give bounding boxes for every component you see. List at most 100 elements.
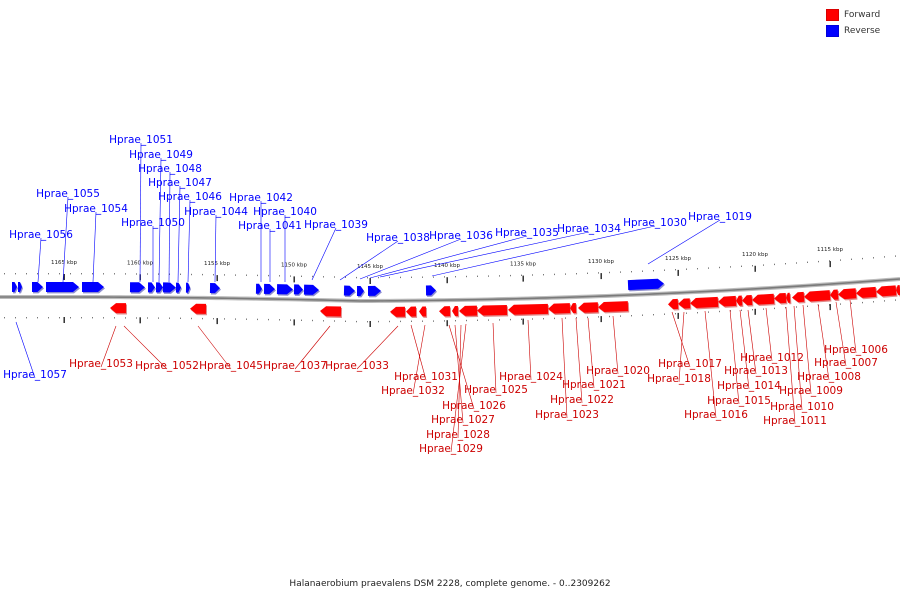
g-f4[interactable]: [390, 306, 407, 319]
lower-guide-dot: [147, 317, 148, 319]
g-r5[interactable]: [81, 281, 105, 294]
g-r16[interactable]: [293, 284, 304, 296]
g-f8[interactable]: [452, 305, 460, 318]
g-f20[interactable]: [736, 295, 744, 308]
g-f1[interactable]: [110, 303, 128, 315]
g-f16[interactable]: [668, 298, 680, 311]
label-hprae-1038-leader: [339, 240, 399, 281]
lower-guide-dot: [59, 317, 60, 319]
g-f28[interactable]: [838, 288, 858, 301]
upper-guide-dot: [213, 274, 214, 276]
lower-guide-dot: [686, 312, 687, 314]
g-r10[interactable]: [175, 282, 182, 295]
g-f3[interactable]: [320, 306, 343, 318]
g-f9[interactable]: [459, 305, 479, 318]
g-r8[interactable]: [155, 282, 164, 294]
g-f26[interactable]: [804, 290, 832, 303]
g-r3[interactable]: [32, 282, 44, 294]
label-hprae-1016-leader: [704, 310, 717, 419]
label-hprae-1047-leader: [177, 185, 181, 283]
upper-guide-dot: [862, 257, 863, 260]
g-f29[interactable]: [856, 286, 878, 300]
lower-guide-dot: [26, 317, 27, 319]
lower-guide-dot: [81, 317, 82, 319]
g-f13[interactable]: [570, 303, 578, 315]
g-r12[interactable]: [209, 283, 221, 295]
g-f7[interactable]: [439, 306, 452, 318]
g-r21[interactable]: [425, 285, 438, 297]
label-hprae-1046: Hprae_1046: [158, 191, 222, 203]
g-f24[interactable]: [786, 292, 792, 305]
g-r15[interactable]: [276, 284, 294, 296]
g-f2[interactable]: [190, 303, 208, 316]
g-f15[interactable]: [598, 301, 630, 314]
g-r2[interactable]: [18, 282, 23, 294]
g-f13-body: [570, 303, 577, 314]
label-hprae-1007-leader: [835, 301, 847, 367]
g-f6[interactable]: [419, 306, 428, 318]
label-hprae-1025-leader: [492, 322, 497, 394]
g-r22[interactable]: [627, 278, 666, 292]
g-f5[interactable]: [406, 306, 418, 319]
g-f17[interactable]: [678, 298, 692, 310]
upper-guide-dot: [477, 275, 478, 277]
g-f30-body: [876, 285, 897, 297]
g-r2-body: [18, 282, 22, 292]
lower-guide-dot: [257, 318, 258, 321]
g-f19-body: [718, 295, 737, 307]
g-r18[interactable]: [343, 285, 356, 298]
g-r6-body: [129, 282, 145, 293]
g-f9-body: [459, 305, 478, 316]
lower-guide-dot: [653, 314, 654, 316]
g-r1[interactable]: [12, 282, 18, 294]
upper-guide-dot: [191, 273, 192, 276]
g-r14[interactable]: [263, 283, 276, 296]
g-f31[interactable]: [896, 285, 900, 297]
upper-guide-dot: [675, 269, 676, 271]
g-r20[interactable]: [367, 285, 383, 298]
g-r7[interactable]: [147, 282, 156, 294]
label-hprae-1008-leader: [817, 303, 830, 381]
upper-guide-dot: [576, 273, 577, 275]
label-hprae-1023: Hprae_1023: [535, 409, 599, 421]
lower-guide-dot: [136, 317, 137, 319]
lower-guide-dot: [411, 320, 412, 322]
g-f25[interactable]: [792, 291, 806, 304]
g-f27[interactable]: [830, 289, 840, 302]
lower-guide-dot: [202, 317, 203, 320]
g-r6[interactable]: [129, 282, 146, 294]
g-f30[interactable]: [876, 285, 898, 298]
g-f14[interactable]: [578, 302, 600, 315]
g-r9[interactable]: [162, 282, 177, 294]
ruler-lower-tick: [139, 317, 141, 324]
lower-guide-dot: [103, 317, 104, 319]
g-f21[interactable]: [742, 295, 754, 307]
g-f11[interactable]: [508, 303, 550, 317]
g-f23[interactable]: [774, 292, 788, 305]
upper-guide-dot: [334, 276, 335, 278]
upper-guide-dot: [466, 275, 467, 278]
lower-guide-dot: [224, 318, 225, 320]
g-r4[interactable]: [45, 281, 80, 294]
g-r13[interactable]: [255, 283, 263, 296]
g-f12[interactable]: [548, 303, 572, 316]
g-f18[interactable]: [690, 296, 720, 310]
g-r19[interactable]: [356, 285, 365, 298]
lower-guide-dot: [433, 320, 434, 322]
upper-guide-dot: [26, 273, 27, 275]
label-hprae-1017: Hprae_1017: [658, 358, 722, 370]
g-f20-body: [736, 295, 743, 306]
ruler-lower-tick: [829, 304, 831, 311]
g-f3-body: [320, 306, 342, 317]
ruler-lower-tick: [677, 312, 679, 319]
label-hprae-1006-leader: [849, 299, 857, 354]
lower-guide-dot: [587, 316, 588, 318]
g-r11[interactable]: [185, 282, 191, 295]
upper-guide-dot: [631, 271, 632, 273]
g-f19[interactable]: [718, 295, 738, 308]
upper-guide-dot: [202, 273, 203, 276]
ruler-lower-tick: [216, 318, 218, 325]
g-f10[interactable]: [477, 304, 509, 317]
g-f22[interactable]: [752, 293, 776, 307]
g-r17[interactable]: [303, 284, 320, 297]
